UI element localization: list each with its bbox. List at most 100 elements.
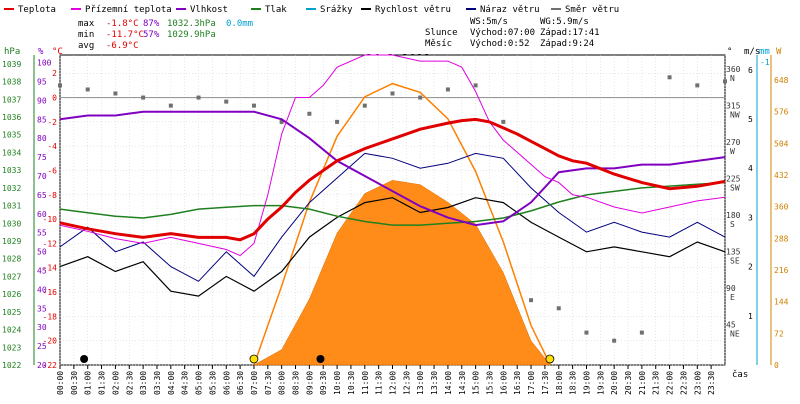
- x-tick-label: 22:30: [679, 371, 688, 395]
- stat-label: max: [78, 19, 95, 29]
- axis-tick-w: 432: [774, 171, 789, 180]
- axis-tick-pct: 45: [37, 266, 47, 275]
- legend-item: Vlhkost: [190, 5, 228, 15]
- axis-unit-pct: %: [38, 47, 44, 57]
- axis-tick-pct: 90: [37, 96, 47, 105]
- moonrise-marker: [80, 355, 89, 363]
- x-tick-label: 05:00: [195, 371, 204, 395]
- axis-tick-w: 504: [774, 139, 789, 148]
- wind-direction-point: [529, 298, 534, 303]
- axis-tick-hpa: 1036: [2, 113, 21, 122]
- wind-direction-point: [168, 103, 173, 108]
- axis-tick-w: 0: [774, 361, 779, 370]
- axis-tick-pct: 20: [37, 361, 47, 370]
- axis-tick-pct: 60: [37, 210, 47, 219]
- x-tick-label: 11:00: [361, 371, 370, 395]
- wind-direction-point: [335, 119, 340, 124]
- axis-tick-dir: 225: [726, 175, 741, 184]
- info-sun-label: Slunce: [425, 28, 458, 38]
- axis-tick-w: 360: [774, 203, 789, 212]
- wind-direction-point: [418, 95, 423, 100]
- x-tick-label: 01:30: [98, 371, 107, 395]
- axis-tick-hpa: 1039: [2, 60, 21, 69]
- axis-unit-dir: °: [727, 47, 732, 57]
- axis-tick-temp: -4: [47, 142, 57, 151]
- stat-avg-temp: -6.9°C: [106, 41, 139, 51]
- legend-item: Tlak: [265, 5, 287, 15]
- stat-max-rain: 0.0mm: [226, 19, 253, 29]
- x-tick-label: 23:00: [693, 371, 702, 395]
- info-ws: WS:5m/s: [470, 17, 508, 27]
- axis-tick-temp: -22: [43, 361, 58, 370]
- axis-unit-w: W: [776, 47, 782, 57]
- wind-direction-point: [445, 87, 450, 92]
- axis-tick-pct: 100: [37, 59, 52, 68]
- axis-tick-hpa: 1028: [2, 255, 21, 264]
- axis-tick-ms: 4: [748, 164, 753, 173]
- axis-tick-w: 216: [774, 266, 789, 275]
- x-tick-label: 16:00: [499, 371, 508, 395]
- axis-unit-hpa: hPa: [4, 47, 20, 57]
- axis-tick-temp: 0: [52, 94, 57, 103]
- axes: hPa% °C1022102310241025102610271028102910…: [2, 47, 789, 370]
- axis-tick-dir-label: SE: [730, 257, 740, 266]
- axis-tick-temp: 2: [52, 69, 57, 78]
- wind-gust-line: [59, 152, 726, 282]
- wind-direction-point: [556, 306, 561, 311]
- axis-tick-temp: -14: [43, 264, 58, 273]
- axis-tick-pct: 40: [37, 285, 47, 294]
- wind-direction-point: [501, 119, 506, 124]
- x-tick-label: 04:00: [167, 371, 176, 395]
- legend-item: Náraz větru: [480, 5, 540, 15]
- axis-tick-pct: 95: [37, 77, 47, 86]
- axis-tick-temp: -18: [43, 312, 58, 321]
- x-tick-label: 23:30: [707, 371, 716, 395]
- axis-tick-mm: -1: [760, 58, 770, 67]
- x-tick-label: 16:30: [513, 371, 522, 395]
- legend: Teplota Přízemní teplota Vlhkost Tlak Srážky…: [4, 5, 619, 15]
- x-tick-label: 05:30: [208, 371, 217, 395]
- info-panel: WS:5m/s WG:5.9m/s Slunce Východ:07:00 Západ:…: [425, 17, 600, 49]
- axis-tick-hpa: 1025: [2, 308, 21, 317]
- x-tick-label: 19:00: [582, 371, 591, 395]
- ground-temperature-line: [59, 54, 726, 257]
- axis-tick-pct: 75: [37, 153, 47, 162]
- x-tick-label: 18:30: [569, 371, 578, 395]
- solar-radiation-area: [253, 180, 551, 366]
- axis-tick-ms: 5: [748, 115, 753, 124]
- stats-panel: max -1.8°C 87% 1032.3hPa 0.0mm min -11.7°C 57% 1…: [78, 19, 253, 51]
- x-tick-label: 19:30: [596, 371, 605, 395]
- series-lines: [58, 54, 727, 364]
- legend-item: Srážky: [320, 5, 353, 15]
- axis-unit-ms: m/s: [744, 47, 760, 57]
- x-tick-label: 03:30: [153, 371, 162, 395]
- x-tick-label: 09:30: [319, 371, 328, 395]
- sunset-marker: [545, 354, 555, 364]
- axis-tick-pct: 80: [37, 134, 47, 143]
- axis-tick-w: 72: [774, 329, 784, 338]
- x-tick-label: 07:30: [264, 371, 273, 395]
- axis-tick-temp: -12: [43, 239, 58, 248]
- info-moon-label: Měsíc: [425, 39, 452, 49]
- wind-direction-point: [584, 330, 589, 335]
- x-tick-label: 06:00: [222, 371, 231, 395]
- wind-direction-point: [473, 83, 478, 88]
- axis-tick-w: 576: [774, 108, 789, 117]
- axis-tick-hpa: 1032: [2, 184, 21, 193]
- x-tick-label: 08:30: [292, 371, 301, 395]
- x-tick-label: 14:30: [458, 371, 467, 395]
- wind-direction-point: [251, 103, 256, 108]
- legend-item: Rychlost větru: [375, 5, 451, 15]
- x-tick-label: 15:30: [485, 371, 494, 395]
- info-moonrise: Východ:0:52: [470, 39, 530, 49]
- x-tick-label: 17:00: [527, 371, 536, 395]
- wind-direction-point: [196, 95, 201, 100]
- axis-tick-w: 648: [774, 76, 789, 85]
- axis-tick-w: 288: [774, 234, 789, 243]
- x-tick-label: 22:00: [666, 371, 675, 395]
- axis-unit-temp: °C: [52, 47, 63, 57]
- axis-unit-mm: mm: [759, 47, 770, 57]
- stat-max-temp: -1.8°C: [106, 19, 139, 29]
